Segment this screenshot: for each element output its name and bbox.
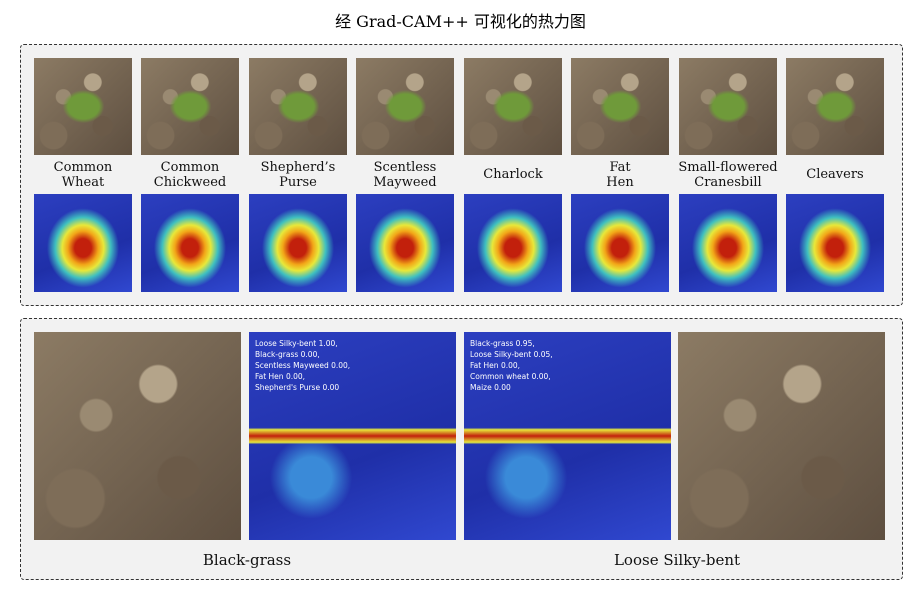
heatmap <box>679 194 777 292</box>
seedling-photo <box>34 332 241 540</box>
species-label: Shepherd’s <box>260 160 336 175</box>
heatmap: Black-grass 0.95, Loose Silky-bent 0.05, F… <box>464 332 671 540</box>
prediction-text: Loose Silky-bent 1.00, <box>255 339 338 348</box>
heatmap: Loose Silky-bent 1.00, Black-grass 0.00, S… <box>249 332 456 540</box>
heatmap <box>786 194 884 292</box>
species-label: Cleavers <box>806 167 864 182</box>
seedling-photo <box>678 332 885 540</box>
heatmap <box>34 194 132 292</box>
species-label: Hen <box>606 175 634 190</box>
prediction-text: Shepherd's Purse 0.00 <box>255 383 340 392</box>
heatmap <box>249 194 347 292</box>
prediction-text: Loose Silky-bent 0.05, <box>470 350 553 359</box>
prediction-text: Fat Hen 0.00, <box>470 361 521 370</box>
heatmap <box>571 194 669 292</box>
prediction-text: Maize 0.00 <box>470 383 511 392</box>
species-label: Chickweed <box>153 175 227 190</box>
heatmap <box>141 194 239 292</box>
seedling-photo <box>786 58 884 155</box>
species-label: Common <box>53 160 113 175</box>
prediction-text: Scentless Mayweed 0.00, <box>255 361 351 370</box>
species-label: Wheat <box>61 175 105 190</box>
caption: Black-grass <box>202 551 292 569</box>
seedling-photo <box>679 58 777 155</box>
species-label: Small-flowered <box>678 160 778 175</box>
prediction-text: Fat Hen 0.00, <box>255 372 306 381</box>
prediction-text: Black-grass 0.00, <box>255 350 320 359</box>
heatmap <box>464 194 562 292</box>
seedling-photo <box>464 58 562 155</box>
seedling-photo <box>34 58 132 155</box>
species-label: Scentless <box>373 160 437 175</box>
prediction-text: Black-grass 0.95, <box>470 339 535 348</box>
species-label: Fat <box>609 160 631 175</box>
heatmap <box>356 194 454 292</box>
prediction-text: Common wheat 0.00, <box>470 372 551 381</box>
seedling-photo <box>249 58 347 155</box>
caption: Loose Silky-bent <box>613 551 741 569</box>
species-label: Charlock <box>483 167 543 182</box>
species-label: Purse <box>279 175 317 190</box>
species-label: Mayweed <box>373 175 437 190</box>
seedling-photo <box>141 58 239 155</box>
figure-title: 经 Grad-CAM++ 可视化的热力图 <box>335 12 586 31</box>
seedling-photo <box>571 58 669 155</box>
seedling-photo <box>356 58 454 155</box>
species-label: Cranesbill <box>694 175 762 190</box>
species-label: Common <box>160 160 220 175</box>
